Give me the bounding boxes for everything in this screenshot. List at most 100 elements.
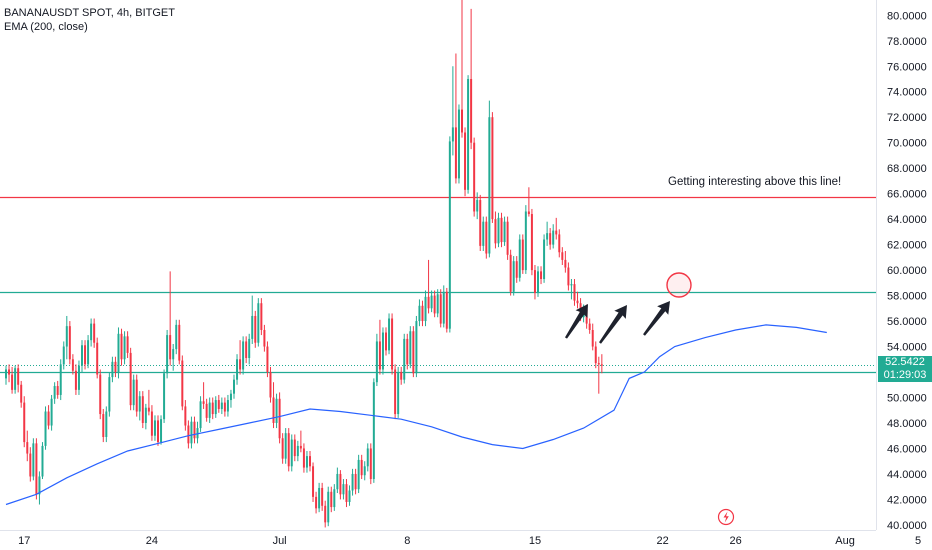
price-tick-label: 44.0000 bbox=[887, 469, 927, 481]
price-tick-label: 78.0000 bbox=[887, 36, 927, 48]
candle bbox=[35, 438, 37, 499]
symbol-title[interactable]: BANANAUSDT SPOT, 4h, BITGET bbox=[4, 6, 175, 20]
candle bbox=[364, 461, 366, 480]
candle bbox=[105, 406, 107, 442]
candle bbox=[215, 396, 217, 418]
candle bbox=[525, 205, 527, 274]
candle bbox=[221, 398, 223, 415]
candle bbox=[291, 434, 293, 471]
candle bbox=[26, 431, 28, 462]
candle bbox=[187, 420, 189, 448]
candle bbox=[485, 217, 487, 259]
candle bbox=[461, 0, 463, 138]
lightning-icon[interactable] bbox=[719, 510, 734, 525]
candle bbox=[513, 256, 515, 295]
price-axis[interactable]: 80.0000 78.0000 76.0000 74.0000 72.0000 70.00… bbox=[887, 10, 927, 532]
candle bbox=[537, 266, 539, 297]
time-tick-label: 15 bbox=[529, 535, 541, 547]
candles bbox=[5, 0, 603, 527]
candle bbox=[75, 364, 77, 395]
candle bbox=[99, 369, 101, 419]
candle bbox=[370, 443, 372, 484]
candle bbox=[339, 470, 341, 499]
time-tick-label: 26 bbox=[729, 535, 741, 547]
candle bbox=[181, 355, 183, 410]
candle bbox=[32, 438, 34, 480]
candle bbox=[497, 213, 499, 247]
candle bbox=[309, 451, 311, 471]
candle bbox=[352, 469, 354, 496]
time-tick-label: 22 bbox=[657, 535, 669, 547]
candle bbox=[452, 66, 454, 155]
candle bbox=[127, 331, 129, 358]
candle bbox=[595, 341, 597, 368]
candle bbox=[151, 405, 153, 441]
candle bbox=[251, 296, 253, 344]
candle bbox=[382, 327, 384, 374]
candle bbox=[373, 378, 375, 482]
candle bbox=[412, 326, 414, 377]
highlight-circle bbox=[667, 273, 691, 297]
candle bbox=[157, 415, 159, 446]
candle bbox=[23, 396, 25, 447]
arrow-icon bbox=[638, 297, 675, 340]
candle bbox=[327, 487, 329, 526]
candle bbox=[66, 316, 68, 359]
price-tick-label: 46.0000 bbox=[887, 443, 927, 455]
candle bbox=[431, 290, 433, 312]
candle bbox=[260, 298, 262, 335]
candle bbox=[93, 319, 95, 348]
ema-indicator-label[interactable]: EMA (200, close) bbox=[4, 20, 175, 34]
price-tick-label: 80.0000 bbox=[887, 10, 927, 22]
candle bbox=[434, 290, 436, 317]
candle bbox=[193, 417, 195, 444]
candle bbox=[321, 483, 323, 511]
price-tick-label: 70.0000 bbox=[887, 138, 927, 150]
candle bbox=[236, 354, 238, 385]
price-tick-label: 48.0000 bbox=[887, 418, 927, 430]
candle bbox=[425, 290, 427, 326]
candle bbox=[60, 359, 62, 400]
candle bbox=[285, 428, 287, 464]
candle bbox=[464, 127, 466, 196]
candle bbox=[491, 112, 493, 223]
candle bbox=[169, 271, 171, 365]
candle bbox=[175, 320, 177, 354]
candle bbox=[540, 266, 542, 284]
candle bbox=[564, 251, 566, 273]
candle bbox=[72, 354, 74, 374]
candle bbox=[336, 468, 338, 493]
candle bbox=[403, 334, 405, 384]
price-tick-label: 72.0000 bbox=[887, 112, 927, 124]
candle bbox=[388, 313, 390, 354]
candle bbox=[510, 250, 512, 296]
price-tick-label: 56.0000 bbox=[887, 316, 927, 328]
candle bbox=[218, 395, 220, 413]
candle bbox=[121, 329, 123, 366]
candle bbox=[200, 396, 202, 432]
candle bbox=[546, 222, 548, 246]
candle bbox=[406, 334, 408, 370]
time-axis[interactable]: 17 24 Jul 8 15 22 26 Aug 5 bbox=[18, 535, 921, 547]
candle bbox=[209, 398, 211, 423]
candle bbox=[561, 247, 563, 265]
candle bbox=[592, 324, 594, 351]
candle bbox=[212, 398, 214, 420]
candle bbox=[494, 211, 496, 248]
candle bbox=[391, 313, 393, 374]
horizontal-lines bbox=[0, 198, 876, 373]
candle bbox=[230, 390, 232, 408]
candle bbox=[276, 394, 278, 428]
candle bbox=[385, 327, 387, 355]
candle bbox=[90, 319, 92, 347]
time-tick-label: Jul bbox=[273, 535, 287, 547]
candle bbox=[443, 285, 445, 327]
candle bbox=[318, 483, 320, 512]
candle bbox=[476, 192, 478, 219]
time-tick-label: 5 bbox=[915, 535, 921, 547]
candle bbox=[501, 213, 503, 247]
candle bbox=[345, 479, 347, 507]
candle bbox=[303, 443, 305, 472]
annotation-text: Getting interesting above this line! bbox=[668, 176, 841, 188]
